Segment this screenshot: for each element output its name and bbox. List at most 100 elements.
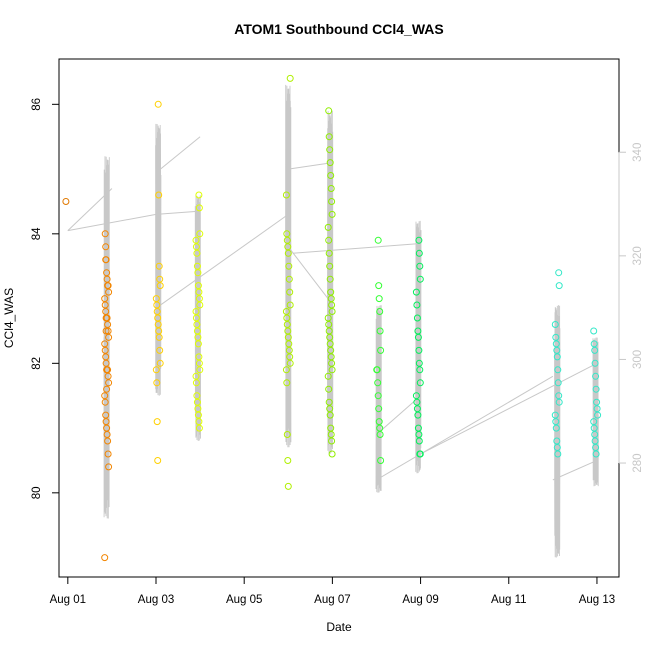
data-point bbox=[412, 392, 420, 400]
data-point bbox=[326, 159, 334, 167]
data-point bbox=[328, 210, 336, 218]
data-point bbox=[325, 398, 333, 406]
data-point bbox=[155, 191, 163, 199]
data-point bbox=[101, 340, 109, 348]
data-point bbox=[374, 379, 382, 387]
data-point bbox=[101, 392, 109, 400]
plot-frame bbox=[58, 58, 620, 578]
data-point bbox=[552, 424, 560, 432]
data-point bbox=[194, 282, 202, 290]
data-point bbox=[194, 411, 202, 419]
data-point bbox=[154, 314, 162, 322]
x-axis: Aug 01 Aug 03 Aug 05 Aug 07 Aug 09 Aug 11 Aug … bbox=[50, 576, 615, 606]
data-point bbox=[195, 191, 203, 199]
trace-segment bbox=[375, 305, 382, 493]
data-point bbox=[551, 321, 559, 328]
data-point bbox=[328, 198, 336, 205]
data-point bbox=[325, 249, 333, 257]
data-point bbox=[194, 269, 202, 277]
data-point bbox=[414, 333, 422, 341]
data-point bbox=[102, 418, 110, 426]
data-point bbox=[284, 482, 292, 490]
data-point bbox=[103, 431, 111, 438]
data-point bbox=[413, 314, 421, 322]
right-tick-label: 320 bbox=[632, 246, 644, 265]
data-point bbox=[192, 308, 200, 315]
data-point bbox=[285, 340, 293, 348]
data-point bbox=[328, 301, 336, 309]
data-point bbox=[415, 437, 423, 445]
x-tick-label: Aug 03 bbox=[138, 594, 174, 606]
data-point bbox=[101, 346, 109, 354]
data-point bbox=[282, 308, 290, 315]
data-point bbox=[156, 359, 164, 367]
data-point bbox=[592, 385, 600, 393]
data-point bbox=[192, 379, 200, 387]
x-tick-label: Aug 01 bbox=[50, 594, 86, 606]
trace-connector bbox=[376, 375, 554, 481]
data-point bbox=[555, 269, 563, 277]
data-point bbox=[377, 346, 385, 354]
data-point bbox=[416, 379, 424, 387]
data-point bbox=[156, 346, 164, 354]
data-point bbox=[591, 431, 599, 438]
data-point bbox=[590, 327, 598, 335]
right-tick-label: 280 bbox=[632, 453, 644, 472]
trace-segment bbox=[285, 84, 292, 448]
data-point bbox=[192, 236, 200, 244]
data-point bbox=[196, 230, 204, 238]
data-point bbox=[195, 204, 203, 212]
data-point bbox=[412, 288, 420, 296]
data-point bbox=[327, 185, 335, 192]
data-point bbox=[374, 236, 382, 244]
trace-connector bbox=[420, 362, 598, 455]
trace-segment bbox=[155, 123, 162, 396]
data-point bbox=[328, 359, 336, 367]
data-point bbox=[105, 379, 113, 387]
right-tick-label: 300 bbox=[632, 350, 644, 369]
data-point bbox=[326, 333, 334, 341]
data-point bbox=[154, 321, 162, 328]
data-points bbox=[62, 74, 602, 562]
data-point bbox=[285, 275, 293, 283]
data-point bbox=[591, 437, 599, 445]
data-point bbox=[285, 346, 293, 354]
data-point bbox=[102, 243, 110, 251]
data-point bbox=[104, 372, 112, 380]
data-point bbox=[594, 411, 602, 419]
y-tick-label: 86 bbox=[31, 98, 43, 111]
data-point bbox=[192, 372, 200, 380]
trace-connector bbox=[160, 136, 201, 170]
data-point bbox=[284, 249, 292, 257]
data-point bbox=[373, 366, 381, 374]
data-point bbox=[102, 256, 110, 264]
data-point bbox=[551, 411, 559, 419]
data-point bbox=[375, 405, 383, 413]
data-point bbox=[105, 333, 113, 341]
data-point bbox=[105, 463, 113, 471]
data-point bbox=[196, 301, 204, 309]
data-point bbox=[192, 314, 200, 322]
data-point bbox=[153, 418, 161, 426]
data-point bbox=[416, 262, 424, 270]
data-point bbox=[155, 333, 163, 341]
trace-segment bbox=[103, 156, 110, 519]
data-point bbox=[104, 282, 112, 290]
data-point bbox=[195, 359, 203, 367]
data-point bbox=[415, 236, 423, 244]
data-point bbox=[328, 366, 336, 374]
data-point bbox=[324, 314, 332, 322]
right-axis: 280 300 320 340 bbox=[618, 143, 644, 473]
trace-lines bbox=[67, 84, 599, 558]
data-point bbox=[590, 340, 598, 348]
data-point bbox=[193, 262, 201, 270]
data-point bbox=[328, 308, 336, 315]
data-point bbox=[554, 379, 562, 387]
right-tick-label: 340 bbox=[632, 143, 644, 162]
data-point bbox=[591, 346, 599, 354]
data-point bbox=[193, 392, 201, 400]
trace-connector bbox=[292, 243, 421, 254]
data-point bbox=[103, 269, 111, 277]
data-point bbox=[104, 366, 112, 374]
